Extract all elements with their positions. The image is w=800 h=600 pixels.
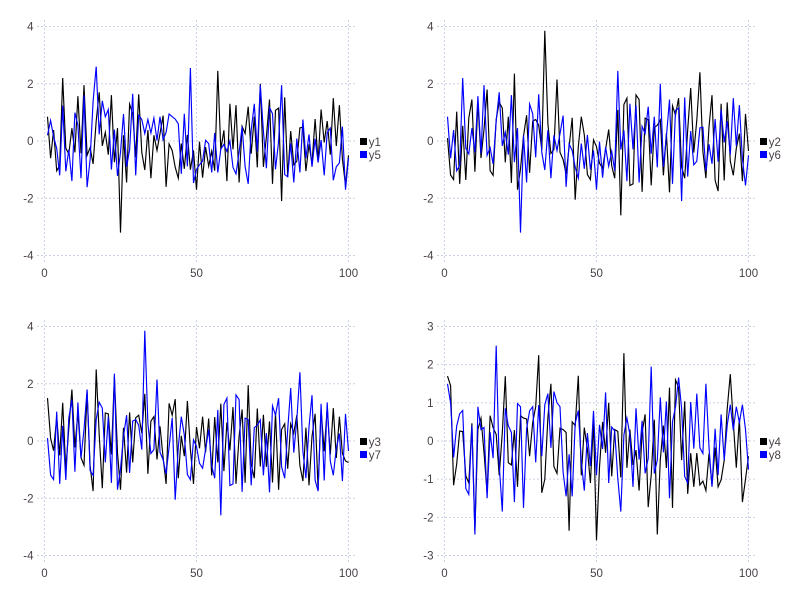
svg-text:-2: -2	[23, 193, 33, 205]
svg-text:-4: -4	[23, 551, 34, 563]
svg-text:100: 100	[339, 268, 358, 280]
svg-text:-2: -2	[423, 193, 433, 205]
svg-text:y1: y1	[369, 137, 381, 149]
svg-text:y5: y5	[369, 150, 381, 162]
svg-text:0: 0	[41, 568, 47, 580]
svg-text:0: 0	[427, 436, 433, 448]
svg-text:50: 50	[190, 568, 203, 580]
svg-text:100: 100	[739, 568, 758, 580]
svg-text:y8: y8	[769, 450, 781, 462]
svg-text:50: 50	[590, 268, 603, 280]
svg-text:100: 100	[739, 268, 758, 280]
svg-text:4: 4	[27, 22, 34, 34]
svg-text:0: 0	[27, 436, 33, 448]
svg-text:y3: y3	[369, 437, 381, 449]
svg-text:0: 0	[427, 136, 433, 148]
svg-text:50: 50	[590, 568, 603, 580]
svg-text:0: 0	[41, 268, 47, 280]
svg-text:0: 0	[441, 568, 447, 580]
svg-text:3: 3	[427, 322, 433, 334]
svg-text:-3: -3	[423, 551, 433, 563]
svg-text:1: 1	[427, 398, 433, 410]
svg-text:y7: y7	[369, 450, 381, 462]
svg-text:2: 2	[427, 360, 433, 372]
svg-text:-1: -1	[423, 474, 433, 486]
svg-text:4: 4	[427, 22, 434, 34]
svg-text:0: 0	[27, 136, 33, 148]
svg-text:y4: y4	[769, 437, 782, 449]
svg-text:4: 4	[27, 322, 34, 334]
svg-text:2: 2	[27, 379, 33, 391]
svg-text:0: 0	[441, 268, 447, 280]
svg-text:-2: -2	[23, 493, 33, 505]
svg-text:2: 2	[27, 79, 33, 91]
svg-text:-4: -4	[23, 251, 34, 263]
svg-text:y6: y6	[769, 150, 781, 162]
svg-text:-4: -4	[423, 251, 434, 263]
svg-text:-2: -2	[423, 512, 433, 524]
svg-text:50: 50	[190, 268, 203, 280]
svg-text:y2: y2	[769, 137, 781, 149]
svg-text:100: 100	[339, 568, 358, 580]
svg-text:2: 2	[427, 79, 433, 91]
